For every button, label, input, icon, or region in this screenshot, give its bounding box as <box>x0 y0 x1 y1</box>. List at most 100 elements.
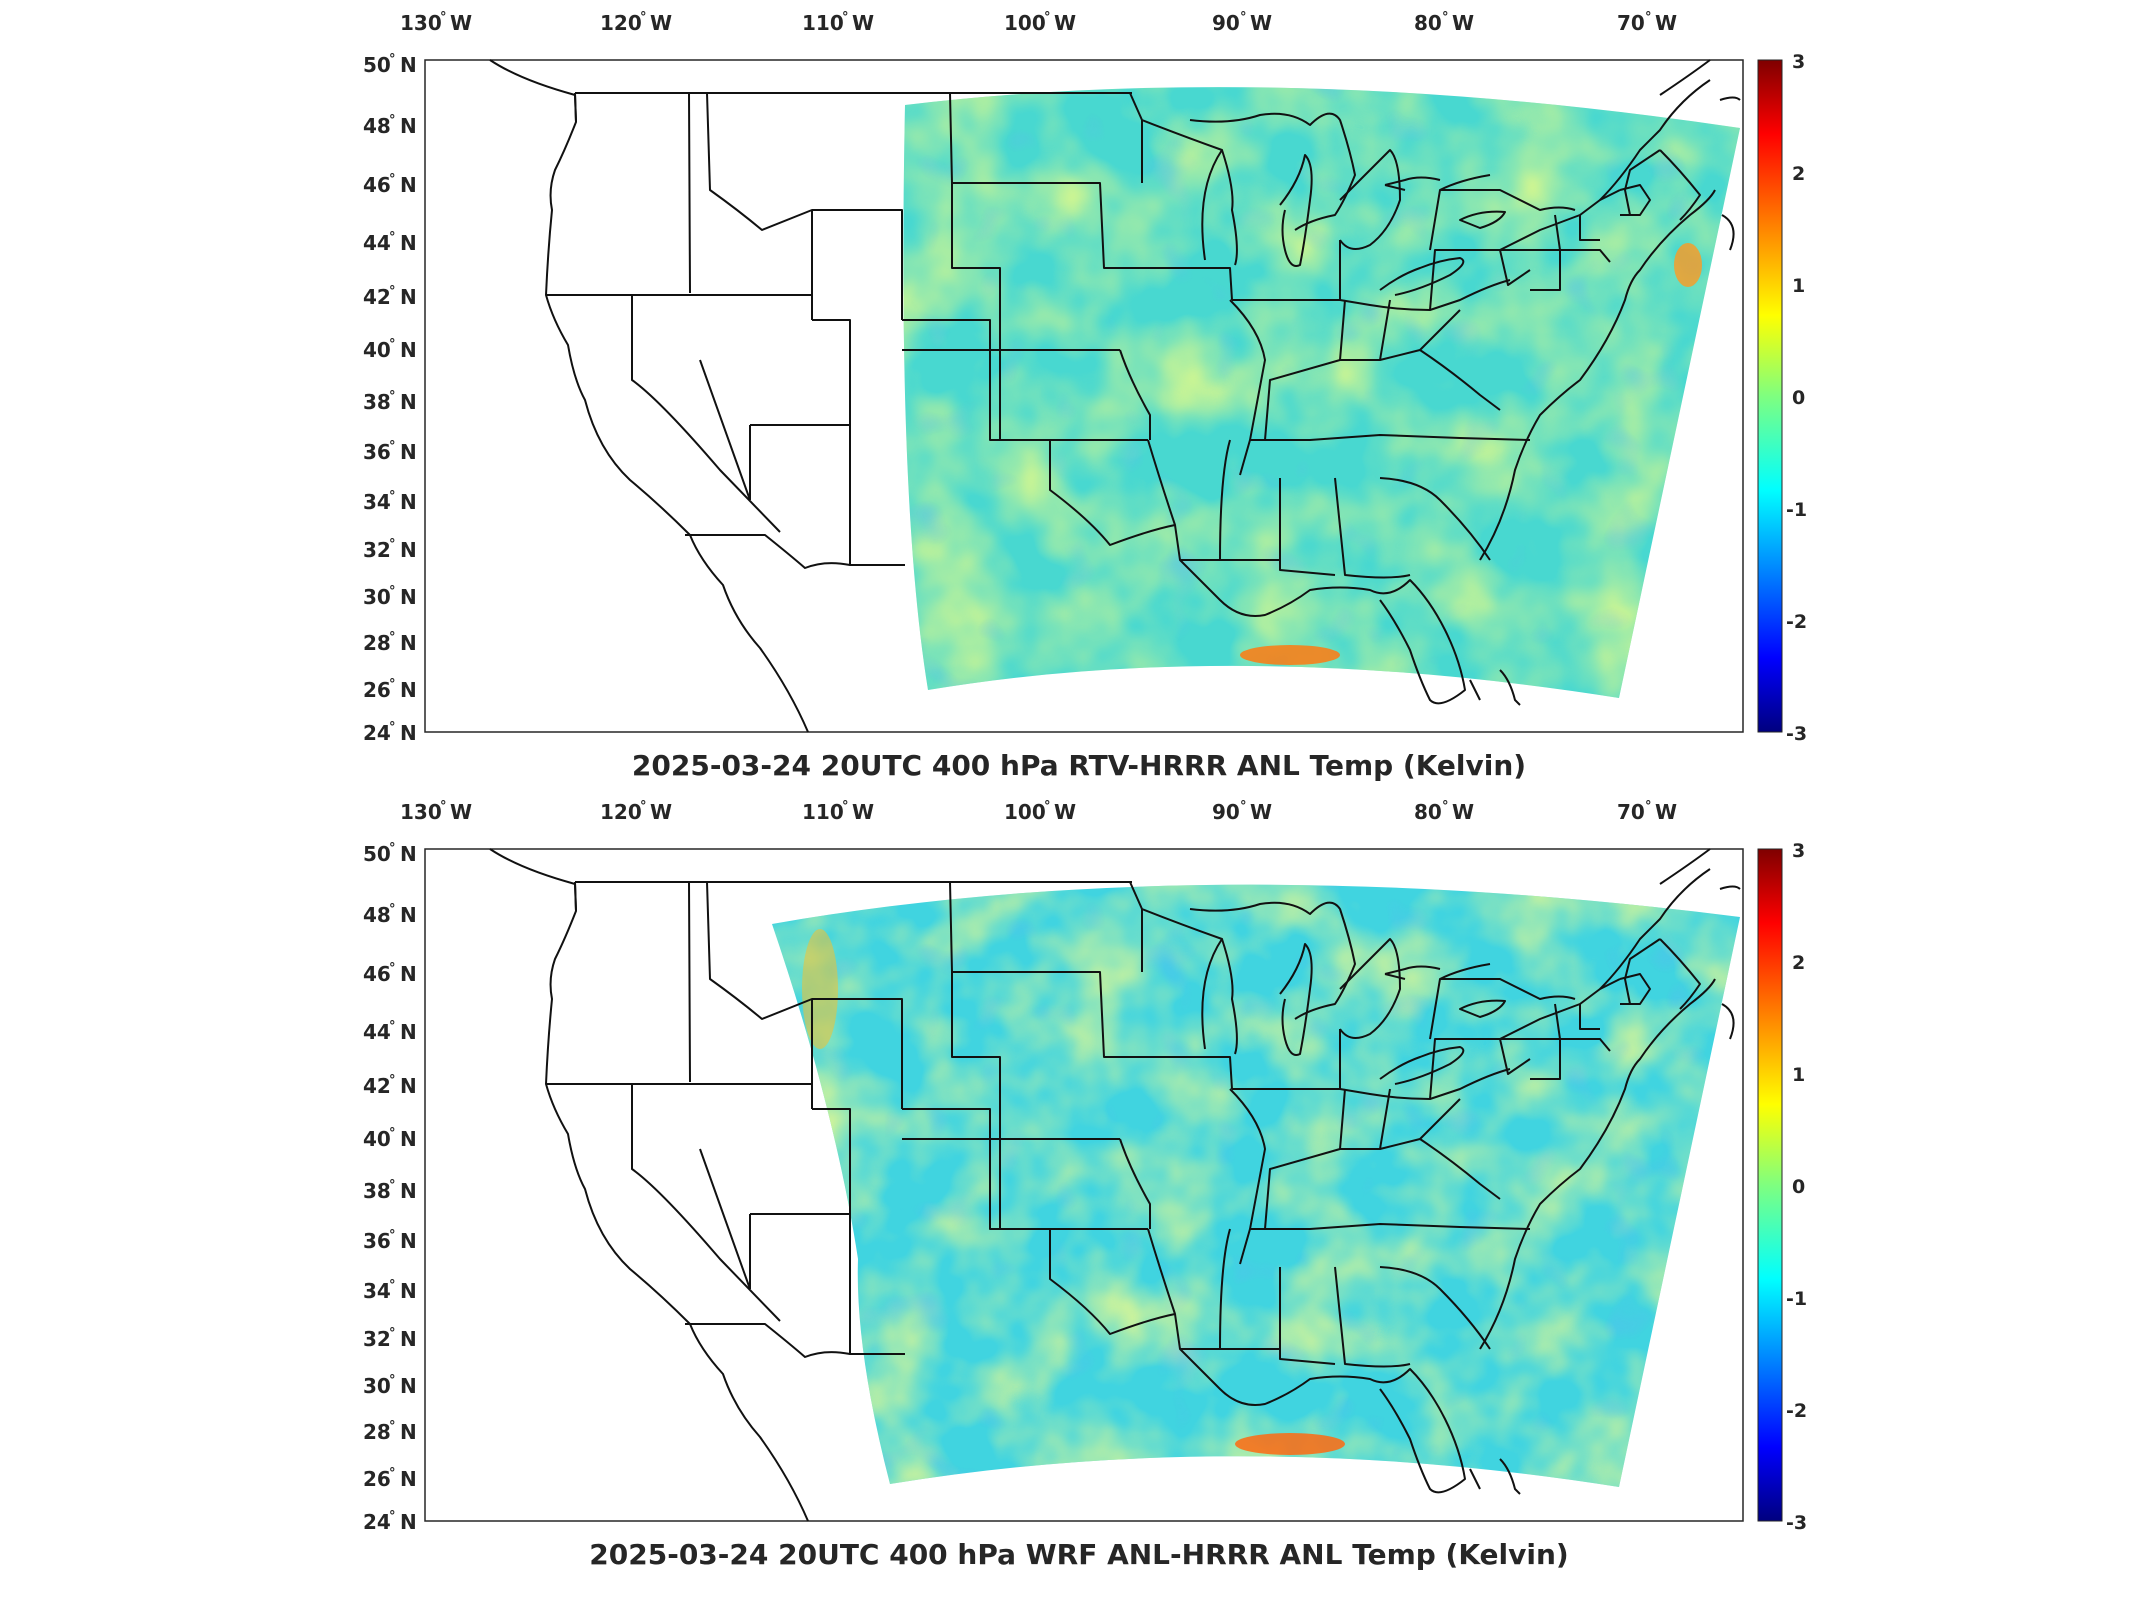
svg-text:38: 38 <box>363 1179 391 1203</box>
svg-text:°: ° <box>389 1419 396 1434</box>
lon-tick-130: 130° W <box>400 799 472 824</box>
svg-text:°: ° <box>389 537 396 552</box>
pacific-coastline <box>489 848 809 1522</box>
lat-tick-26: 26° N <box>363 677 417 702</box>
svg-text:48: 48 <box>363 114 391 138</box>
panel-title: 2025-03-24 20UTC 400 hPa RTV-HRRR ANL Te… <box>632 749 1526 782</box>
colorbar-tick: -1 <box>1786 499 1807 521</box>
lat-tick-24: 24° N <box>363 720 417 745</box>
svg-text:°: ° <box>389 1509 396 1524</box>
svg-text:N: N <box>400 285 417 309</box>
svg-text:28: 28 <box>363 631 391 655</box>
svg-text:W: W <box>1452 11 1474 35</box>
lat-tick-34: 34° N <box>363 489 417 514</box>
svg-text:W: W <box>1250 11 1272 35</box>
svg-text:°: ° <box>389 113 396 128</box>
svg-text:N: N <box>400 1020 417 1044</box>
lon-tick-value: 130 <box>400 11 442 35</box>
colorbar-tick: 0 <box>1792 387 1805 409</box>
lat-tick-32: 32° N <box>363 537 417 562</box>
svg-text:N: N <box>400 903 417 927</box>
svg-text:N: N <box>400 338 417 362</box>
latitude-tick-labels: 50° N 48° N 46° N 44° N 42° N 40° N 38° N 36° N … <box>363 841 417 1534</box>
lat-tick-38: 38° N <box>363 389 417 414</box>
svg-text:90: 90 <box>1212 800 1240 824</box>
lat-tick-42: 42° N <box>363 284 417 309</box>
lon-tick-80: 80 ° W <box>1414 10 1474 35</box>
svg-text:W: W <box>1054 800 1076 824</box>
svg-text:°: ° <box>389 389 396 404</box>
svg-text:32: 32 <box>363 538 391 562</box>
lat-tick-24: 24° N <box>363 1509 417 1534</box>
svg-text:W: W <box>1655 11 1677 35</box>
colorbar-tick: 3 <box>1792 840 1805 862</box>
lake-huron <box>1339 938 1401 1039</box>
svg-text:°: ° <box>389 1228 396 1243</box>
svg-text:°: ° <box>389 584 396 599</box>
colorbar-tick: -2 <box>1786 611 1807 633</box>
lat-tick-48: 48° N <box>363 902 417 927</box>
lat-tick-38: 38° N <box>363 1178 417 1203</box>
svg-text:°: ° <box>389 1326 396 1341</box>
lake-superior <box>1189 901 1356 1020</box>
svg-text:N: N <box>400 490 417 514</box>
svg-text:W: W <box>650 11 672 35</box>
svg-text:N: N <box>400 842 417 866</box>
svg-text:N: N <box>400 1420 417 1444</box>
svg-text:°: ° <box>389 841 396 856</box>
svg-text:°: ° <box>389 720 396 735</box>
svg-text:W: W <box>650 800 672 824</box>
map-figure-bottom: 130° W 120° W 110° W 100° W 90 ° W 80 ° W 70 ° W 5… <box>363 799 1807 1571</box>
lat-tick-50: 50° N <box>363 841 417 866</box>
svg-text:W: W <box>852 11 874 35</box>
svg-text:34: 34 <box>363 1279 391 1303</box>
svg-text:°: ° <box>389 1373 396 1388</box>
svg-text:°: ° <box>389 284 396 299</box>
colorbar-tick: 2 <box>1792 163 1805 185</box>
lon-tick-90: 90 ° W <box>1212 799 1272 824</box>
svg-text:°: ° <box>389 1073 396 1088</box>
svg-text:N: N <box>400 1374 417 1398</box>
svg-text:110: 110 <box>802 800 844 824</box>
map-figure-top: 130 ° W 120 ° W 110 ° W 100 ° W 90 ° <box>363 10 1807 782</box>
svg-text:°: ° <box>440 799 447 814</box>
svg-text:30: 30 <box>363 585 391 609</box>
svg-text:34: 34 <box>363 490 391 514</box>
svg-text:46: 46 <box>363 173 391 197</box>
map-panel-bottom: 130 ° W 120 ° W 110 ° W 100 ° W 90 ° W 80 ° W 70 ° W 5… <box>0 789 2133 1589</box>
svg-text:42: 42 <box>363 285 391 309</box>
svg-text:°: ° <box>389 172 396 187</box>
temperature-difference-field <box>903 87 1740 698</box>
svg-text:N: N <box>400 538 417 562</box>
colorbar-ramp <box>1757 848 1783 1522</box>
svg-text:44: 44 <box>363 1020 391 1044</box>
lat-tick-26: 26° N <box>363 1466 417 1491</box>
svg-text:N: N <box>400 53 417 77</box>
lat-tick-28: 28° N <box>363 630 417 655</box>
longitude-tick-labels: 130 ° W 120 ° W 110 ° W 100 ° W 90 ° <box>400 10 1677 35</box>
svg-text:44: 44 <box>363 231 391 255</box>
svg-text:N: N <box>400 1279 417 1303</box>
svg-text:N: N <box>400 1179 417 1203</box>
svg-text:°: ° <box>1442 799 1449 814</box>
svg-text:N: N <box>400 390 417 414</box>
colorbar-tick: -3 <box>1786 1512 1807 1534</box>
svg-text:°: ° <box>1240 799 1247 814</box>
canada-coast <box>1659 848 1741 1040</box>
colorbar-tick: 1 <box>1792 275 1805 297</box>
svg-text:°: ° <box>1044 799 1051 814</box>
svg-text:N: N <box>400 1074 417 1098</box>
svg-text:W: W <box>1054 11 1076 35</box>
svg-text:°: ° <box>389 1019 396 1034</box>
lat-tick-50: 50° N <box>363 52 417 77</box>
svg-text:50: 50 <box>363 53 391 77</box>
svg-text:W: W <box>450 800 472 824</box>
svg-text:N: N <box>400 440 417 464</box>
lon-tick-110: 110 ° W <box>802 10 874 35</box>
svg-text:°: ° <box>389 630 396 645</box>
svg-text:32: 32 <box>363 1327 391 1351</box>
lon-tick-110: 110° W <box>802 799 874 824</box>
svg-text:°: ° <box>389 1126 396 1141</box>
svg-text:°: ° <box>1240 10 1247 25</box>
svg-text:N: N <box>400 231 417 255</box>
